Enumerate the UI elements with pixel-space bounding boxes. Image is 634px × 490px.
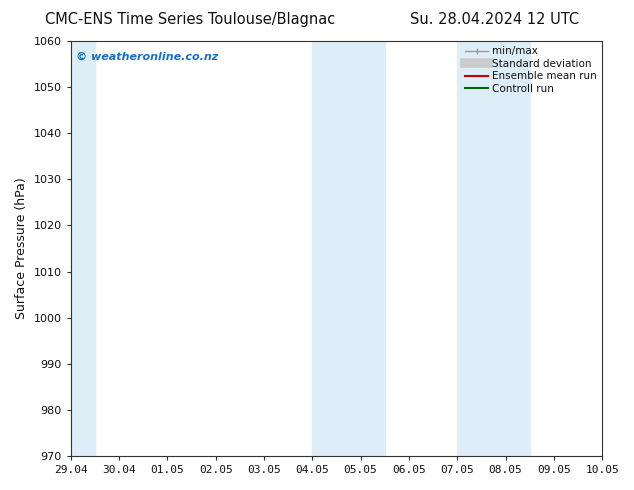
- Y-axis label: Surface Pressure (hPa): Surface Pressure (hPa): [15, 178, 28, 319]
- Text: CMC-ENS Time Series Toulouse/Blagnac: CMC-ENS Time Series Toulouse/Blagnac: [45, 12, 335, 27]
- Text: © weatheronline.co.nz: © weatheronline.co.nz: [76, 51, 218, 61]
- Bar: [313, 41, 385, 456]
- Bar: [457, 41, 529, 456]
- Text: Su. 28.04.2024 12 UTC: Su. 28.04.2024 12 UTC: [410, 12, 579, 27]
- Legend: min/max, Standard deviation, Ensemble mean run, Controll run: min/max, Standard deviation, Ensemble me…: [462, 43, 600, 97]
- Bar: [71, 41, 95, 456]
